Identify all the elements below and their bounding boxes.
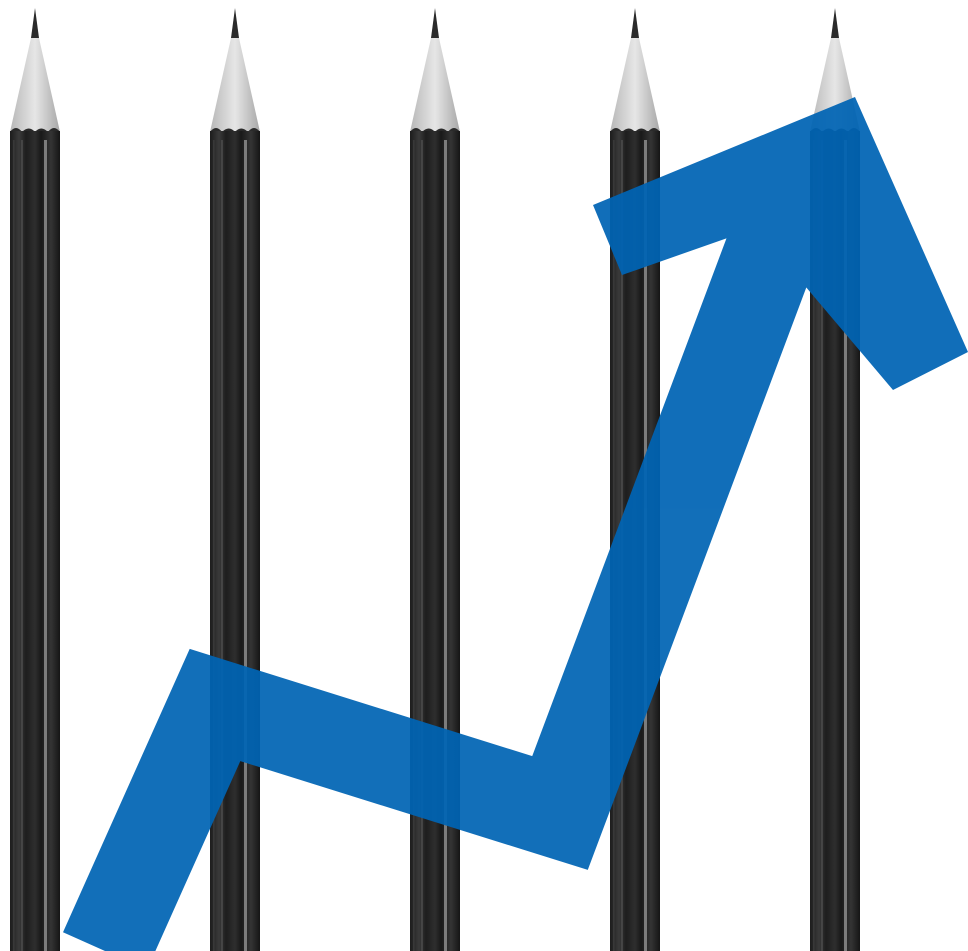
pencil-icon [10, 8, 60, 951]
trend-arrow-icon [63, 97, 968, 951]
